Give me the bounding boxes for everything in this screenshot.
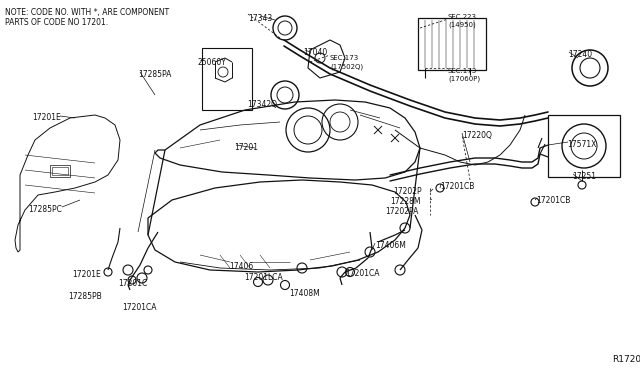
Text: 17408M: 17408M (289, 289, 320, 298)
Text: 17406M: 17406M (375, 241, 406, 250)
Text: 17201CA: 17201CA (345, 269, 380, 278)
Text: 17201CA: 17201CA (122, 303, 157, 312)
Bar (418, 18, 486, 70)
Text: 17406: 17406 (229, 262, 253, 271)
Text: 17201E: 17201E (72, 270, 100, 279)
Text: (14950): (14950) (448, 22, 476, 29)
Text: 17240: 17240 (568, 50, 592, 59)
Text: 17201CB: 17201CB (536, 196, 570, 205)
Text: 17251: 17251 (572, 172, 596, 181)
Text: 17285PB: 17285PB (68, 292, 102, 301)
Text: 17201CB: 17201CB (440, 182, 474, 191)
Text: 17201E: 17201E (32, 113, 61, 122)
Text: 17201: 17201 (234, 143, 258, 152)
Bar (50, 165, 70, 177)
Text: (17502Q): (17502Q) (330, 63, 363, 70)
Bar (202, 48, 252, 110)
Text: 17040: 17040 (303, 48, 327, 57)
Text: R172005N: R172005N (612, 355, 640, 364)
Text: NOTE: CODE NO. WITH *, ARE COMPONENT: NOTE: CODE NO. WITH *, ARE COMPONENT (5, 8, 169, 17)
Text: PARTS OF CODE NO 17201.: PARTS OF CODE NO 17201. (5, 18, 108, 27)
Bar (548, 115, 620, 177)
Text: 17220Q: 17220Q (462, 131, 492, 140)
Text: SEC.173: SEC.173 (330, 55, 359, 61)
Text: 17342Q: 17342Q (247, 100, 277, 109)
Text: 17201LCA: 17201LCA (244, 273, 283, 282)
Bar (52, 167, 68, 175)
Text: SEC.173: SEC.173 (448, 68, 477, 74)
Text: 17571X: 17571X (567, 140, 596, 149)
Text: SEC.223: SEC.223 (448, 14, 477, 20)
Text: (17060P): (17060P) (448, 76, 480, 83)
Text: 17228M: 17228M (390, 197, 420, 206)
Text: 17285PA: 17285PA (138, 70, 172, 79)
Text: 17201C: 17201C (118, 279, 147, 288)
Text: 17202PA: 17202PA (385, 207, 419, 216)
Text: 17285PC: 17285PC (28, 205, 62, 214)
Text: 25060Y: 25060Y (198, 58, 227, 67)
Text: 17202P: 17202P (393, 187, 422, 196)
Text: 17343: 17343 (248, 14, 272, 23)
